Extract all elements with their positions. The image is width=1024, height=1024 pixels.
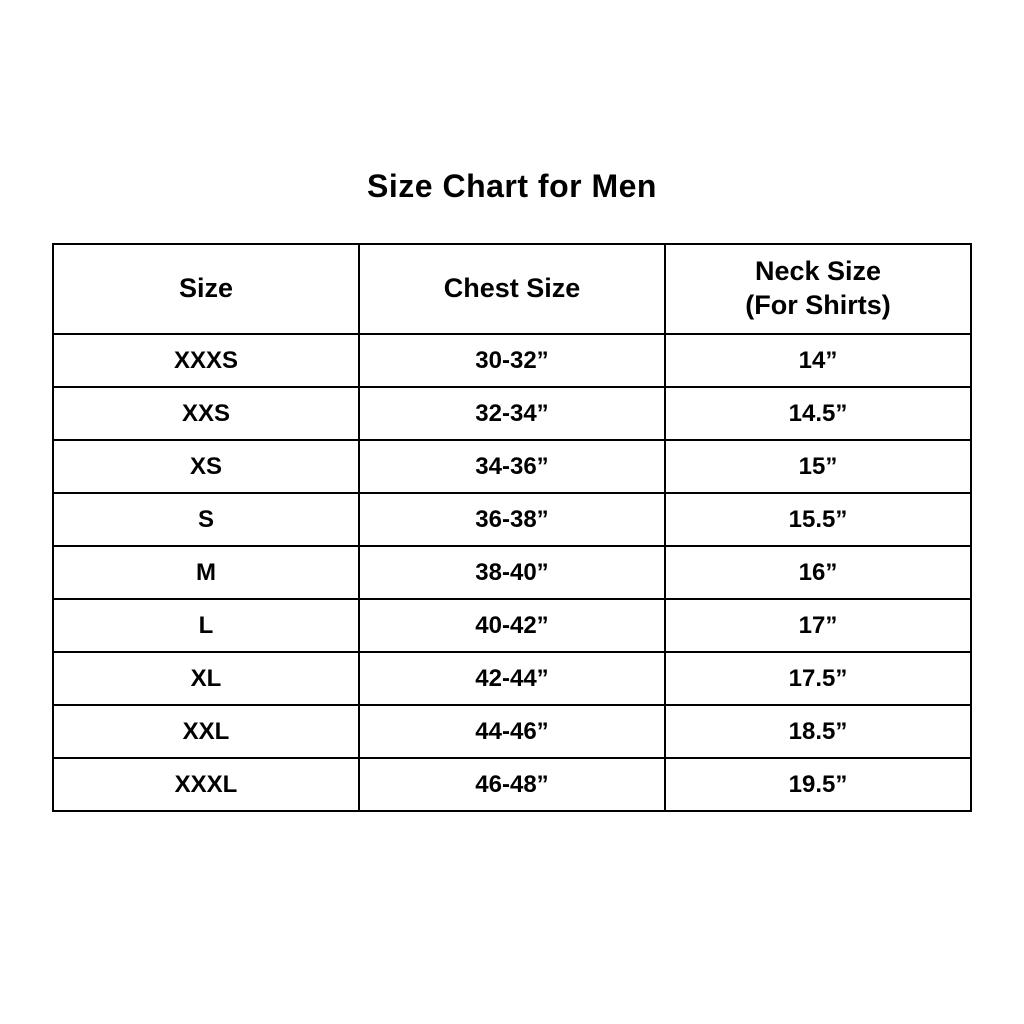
cell-neck-size: 19.5” — [664, 757, 972, 812]
table-row-xxxs: XXXS 30-32” 14” — [52, 333, 972, 388]
cell-size: XXXL — [52, 757, 360, 812]
table-row-m: M 38-40” 16” — [52, 545, 972, 600]
column-header-chest-size-label: Chest Size — [443, 273, 581, 304]
cell-neck-size: 14” — [664, 333, 972, 388]
cell-chest-size: 38-40” — [358, 545, 666, 600]
cell-neck-size: 18.5” — [664, 704, 972, 759]
column-header-size: Size — [52, 243, 360, 335]
table-row-xs: XS 34-36” 15” — [52, 439, 972, 494]
size-chart-table: Size Chest Size Neck Size (For Shirts) X… — [52, 243, 972, 812]
cell-size: M — [52, 545, 360, 600]
cell-neck-size: 15.5” — [664, 492, 972, 547]
cell-chest-size: 32-34” — [358, 386, 666, 441]
table-row-xl: XL 42-44” 17.5” — [52, 651, 972, 706]
cell-neck-size: 16” — [664, 545, 972, 600]
table-row-xxl: XXL 44-46” 18.5” — [52, 704, 972, 759]
header-row: Size Chest Size Neck Size (For Shirts) — [52, 243, 972, 335]
table-row-s: S 36-38” 15.5” — [52, 492, 972, 547]
column-header-chest-size: Chest Size — [358, 243, 666, 335]
cell-neck-size: 17” — [664, 598, 972, 653]
table-row-xxxl: XXXL 46-48” 19.5” — [52, 757, 972, 812]
cell-neck-size: 15” — [664, 439, 972, 494]
cell-chest-size: 44-46” — [358, 704, 666, 759]
table-row-l: L 40-42” 17” — [52, 598, 972, 653]
column-header-neck-size-line1: Neck Size — [754, 256, 882, 287]
column-header-neck-size-line2: (For Shirts) — [745, 290, 891, 320]
cell-chest-size: 34-36” — [358, 439, 666, 494]
cell-neck-size: 17.5” — [664, 651, 972, 706]
cell-size: XS — [52, 439, 360, 494]
page-title: Size Chart for Men — [367, 168, 657, 204]
cell-size: XXL — [52, 704, 360, 759]
column-header-size-label: Size — [178, 273, 234, 304]
cell-chest-size: 42-44” — [358, 651, 666, 706]
cell-size: XL — [52, 651, 360, 706]
table-row-xxs: XXS 32-34” 14.5” — [52, 386, 972, 441]
cell-size: S — [52, 492, 360, 547]
cell-chest-size: 36-38” — [358, 492, 666, 547]
table-header: Size Chest Size Neck Size (For Shirts) — [52, 243, 972, 335]
table-body: XXXS 30-32” 14” XXS 32-34” 14.5” XS 34-3… — [52, 333, 972, 812]
cell-size: L — [52, 598, 360, 653]
cell-chest-size: 46-48” — [358, 757, 666, 812]
column-header-neck-size: Neck Size (For Shirts) — [664, 243, 972, 335]
cell-chest-size: 30-32” — [358, 333, 666, 388]
cell-chest-size: 40-42” — [358, 598, 666, 653]
cell-size: XXXS — [52, 333, 360, 388]
cell-size: XXS — [52, 386, 360, 441]
cell-neck-size: 14.5” — [664, 386, 972, 441]
